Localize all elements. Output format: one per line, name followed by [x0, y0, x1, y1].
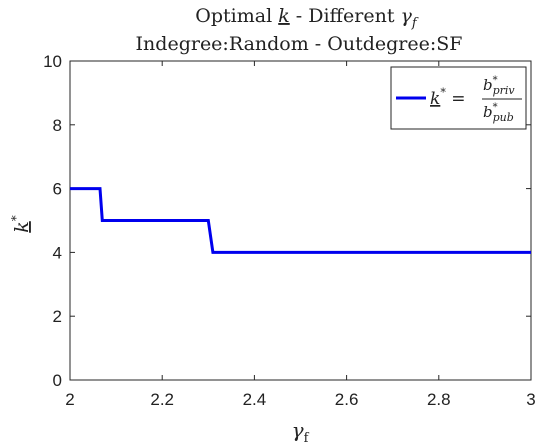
series-layer — [70, 187, 531, 254]
title-text-different: - Different — [290, 5, 401, 27]
x-axis-label-gamma: γ — [292, 418, 304, 442]
y-tick-labels: 0 2 4 6 8 10 — [43, 52, 62, 390]
title-symbol-gamma: γ — [401, 5, 413, 27]
legend-k-star: * — [440, 86, 446, 99]
series-line — [70, 187, 531, 254]
y-tick-label: 6 — [53, 180, 62, 199]
x-tick-label: 2.2 — [150, 390, 174, 409]
x-axis-label-subscript: f — [304, 431, 310, 446]
y-tick-label: 10 — [43, 52, 62, 71]
legend-num-star: * — [493, 75, 498, 86]
y-tick-label: 0 — [53, 371, 62, 390]
title-subscript-f: f — [411, 16, 419, 31]
title-symbol-k: k — [278, 5, 290, 27]
legend-den-sub: pub — [493, 111, 514, 124]
legend-num-sub: priv — [493, 84, 516, 97]
legend-equals: = — [446, 89, 466, 109]
x-axis-label: γf — [292, 418, 310, 446]
legend-k: k — [430, 89, 440, 109]
y-axis-label: k* — [9, 215, 33, 233]
y-axis-label-k: k — [11, 221, 33, 233]
x-tick-label: 2.8 — [427, 390, 451, 409]
legend-lhs: k* = — [430, 86, 465, 109]
chart-title-line2: Indegree:Random - Outdegree:SF — [136, 33, 463, 55]
y-tick-label: 4 — [53, 243, 62, 262]
legend-numerator: b* priv — [483, 75, 515, 97]
x-tick-label: 2 — [65, 390, 74, 409]
y-tick-label: 2 — [53, 307, 62, 326]
y-tick-label: 8 — [53, 116, 62, 135]
title-text-optimal: Optimal — [195, 5, 278, 27]
x-tick-label: 2.6 — [335, 390, 359, 409]
chart-title-line1: Optimal k - Different γf — [195, 5, 419, 31]
legend-den-b: b — [483, 103, 493, 121]
legend-denominator: b* pub — [483, 102, 514, 124]
legend-num-b: b — [483, 76, 493, 94]
x-tick-label: 3 — [526, 390, 535, 409]
x-tick-label: 2.4 — [243, 390, 267, 409]
legend-den-star: * — [493, 102, 498, 113]
x-tick-labels: 2 2.2 2.4 2.6 2.8 3 — [65, 390, 535, 409]
y-axis-label-star: * — [9, 215, 23, 221]
legend: k* = b* priv b* pub — [390, 66, 527, 130]
